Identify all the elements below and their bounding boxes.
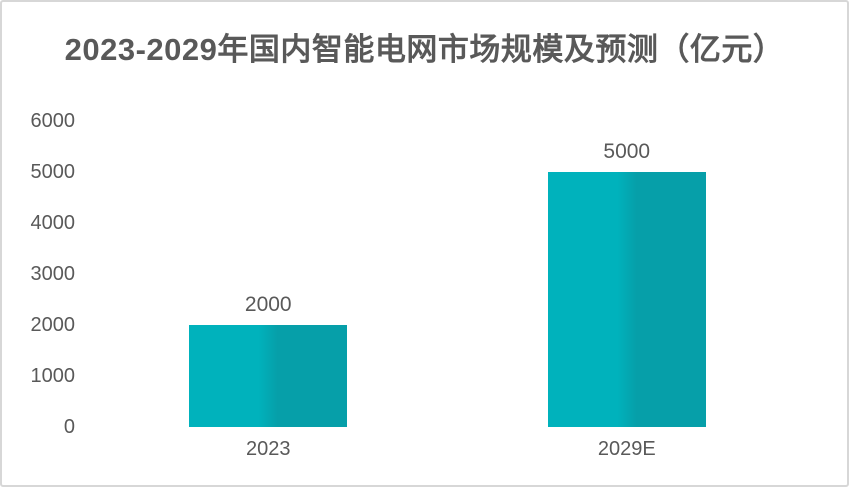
y-axis-tick-label: 2000 xyxy=(30,314,76,336)
bar-value-label: 2000 xyxy=(244,293,292,316)
y-axis-tick-label: 0 xyxy=(63,416,75,438)
y-axis-tick-label: 4000 xyxy=(30,212,76,234)
y-axis-tick-label: 3000 xyxy=(30,263,76,285)
bar-value-label: 5000 xyxy=(603,140,651,163)
bar-2029E xyxy=(547,172,706,427)
chart-title: 2023-2029年国内智能电网市场规模及预测（亿元） xyxy=(64,32,785,67)
y-axis-tick-label: 1000 xyxy=(30,365,76,387)
y-axis-tick-label: 6000 xyxy=(30,110,76,132)
bar-2023 xyxy=(189,325,348,427)
y-axis-tick-label: 5000 xyxy=(30,161,76,183)
x-axis-category-label: 2029E xyxy=(597,438,656,460)
x-axis-category-label: 2023 xyxy=(246,438,291,460)
